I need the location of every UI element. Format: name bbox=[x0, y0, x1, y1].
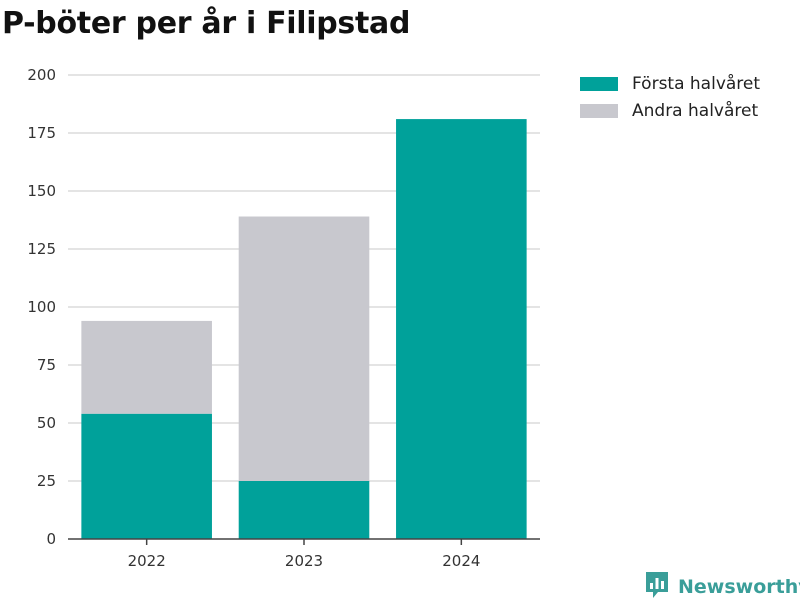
legend-label-series-1: Första halvåret bbox=[632, 74, 761, 94]
y-tick-label: 75 bbox=[37, 356, 56, 374]
y-tick-label: 125 bbox=[27, 240, 56, 258]
legend-item-series-1[interactable]: Första halvåret bbox=[580, 73, 760, 95]
y-tick-label: 200 bbox=[27, 66, 56, 84]
newsworthy-logo-icon bbox=[644, 570, 670, 604]
y-tick-label: 0 bbox=[46, 530, 56, 548]
legend: Första halvåret Andra halvåret bbox=[580, 73, 760, 127]
bars bbox=[81, 119, 527, 539]
y-tick-label: 25 bbox=[37, 472, 56, 490]
legend-swatch-series-2 bbox=[580, 104, 618, 118]
bar-2023-series-1[interactable] bbox=[238, 481, 370, 539]
y-tick-label: 50 bbox=[37, 414, 56, 432]
bar-2022-series-1[interactable] bbox=[81, 413, 212, 539]
x-tick-label: 2022 bbox=[128, 552, 166, 570]
x-tick-label: 2024 bbox=[442, 552, 480, 570]
legend-item-series-2[interactable]: Andra halvåret bbox=[580, 100, 760, 122]
x-tick-label: 2023 bbox=[285, 552, 323, 570]
legend-swatch-series-1 bbox=[580, 77, 618, 91]
axes: 0 25 50 75 100 125 150 175 200 2022 2023 2024 bbox=[27, 66, 540, 570]
y-tick-label: 150 bbox=[27, 182, 56, 200]
legend-label-series-2: Andra halvåret bbox=[632, 101, 759, 121]
brand-name: Newsworthy bbox=[678, 576, 800, 598]
bar-2023-series-2[interactable] bbox=[238, 216, 370, 481]
page-title: P-böter per år i Filipstad bbox=[2, 6, 411, 41]
y-tick-label: 175 bbox=[27, 124, 56, 142]
y-tick-label: 100 bbox=[27, 298, 56, 316]
brand: Newsworthy bbox=[644, 570, 800, 604]
bar-2024-series-1[interactable] bbox=[396, 119, 527, 539]
bar-2022-series-2[interactable] bbox=[81, 320, 212, 414]
